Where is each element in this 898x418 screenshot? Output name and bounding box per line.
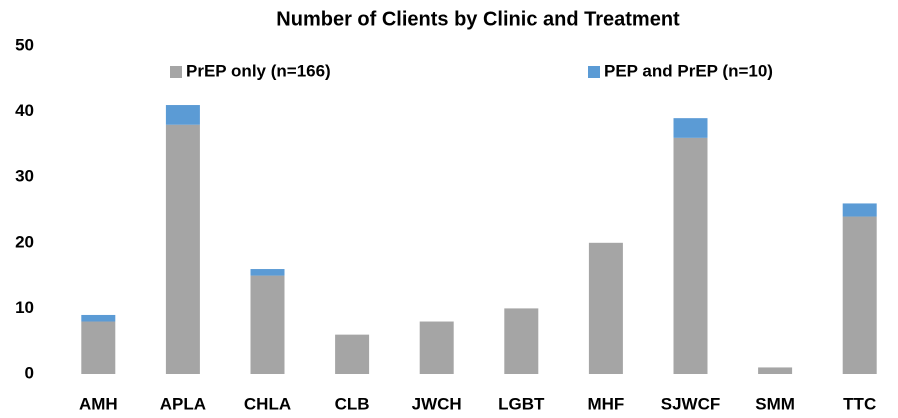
bar-segment [81,314,116,322]
x-tick-label: MHF [587,394,624,413]
bar-segment [250,275,285,374]
x-tick-label: LGBT [498,394,545,413]
y-tick-label: 30 [15,167,34,186]
x-tick-label: SJWCF [661,394,721,413]
bar-segment [165,105,200,125]
bar-segment [673,137,708,374]
legend-swatch [588,66,600,78]
bar-segment [335,334,370,374]
bar-segment [588,242,623,374]
bar-segment [504,308,539,374]
bar-segment [165,124,200,374]
y-tick-label: 50 [15,35,34,54]
y-tick-label: 40 [15,101,34,120]
x-tick-label: SMM [755,394,795,413]
bar-segment [842,203,877,217]
bar-segment [419,321,454,374]
chart-title: Number of Clients by Clinic and Treatmen… [276,8,680,30]
x-tick-label: CLB [335,394,370,413]
x-tick-label: CHLA [244,394,291,413]
bar-segment [250,269,285,276]
y-tick-label: 10 [15,298,34,317]
bar-segment [842,216,877,374]
bar-segment [81,321,116,374]
bar-segment [758,367,793,374]
y-tick-label: 20 [15,232,34,251]
legend-label: PEP and PrEP (n=10) [604,61,773,80]
legend-swatch [170,66,182,78]
bar-segment [673,118,708,138]
x-tick-label: JWCH [412,394,462,413]
x-tick-label: TTC [843,394,876,413]
x-tick-label: AMH [79,394,118,413]
legend-label: PrEP only (n=166) [186,61,331,80]
y-tick-label: 0 [25,363,34,382]
x-tick-label: APLA [160,394,206,413]
